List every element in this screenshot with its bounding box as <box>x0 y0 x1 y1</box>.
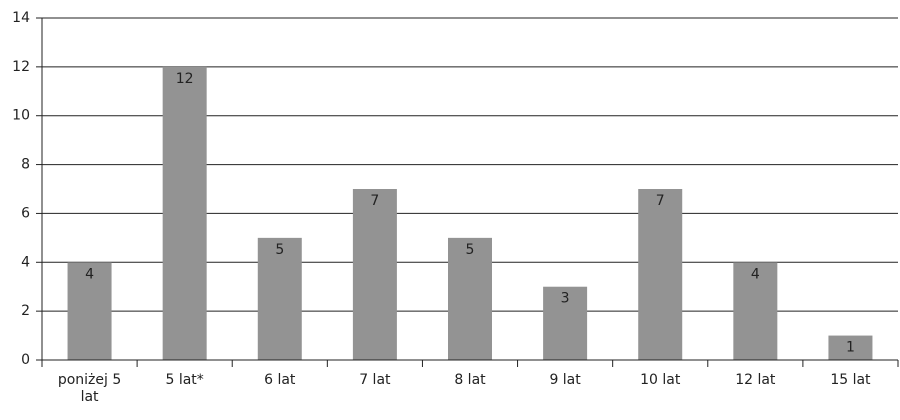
y-tick-label: 6 <box>21 205 30 221</box>
x-tick-label: poniżej 5 lat <box>57 372 122 405</box>
y-tick-label: 0 <box>21 352 30 368</box>
x-tick-label: 5 lat* <box>165 372 204 388</box>
bar <box>543 286 588 360</box>
data-label: 4 <box>751 266 760 282</box>
x-tick-label: 12 lat <box>735 372 776 388</box>
y-tick-label: 8 <box>21 157 30 173</box>
data-label: 7 <box>656 193 665 209</box>
bar <box>67 262 112 360</box>
bar <box>638 189 683 360</box>
bar <box>162 66 207 360</box>
x-tick-label: 8 lat <box>454 372 486 388</box>
y-tick-label: 10 <box>12 108 30 124</box>
y-tick-label: 4 <box>21 254 30 270</box>
data-label: 12 <box>176 71 194 87</box>
data-label: 5 <box>466 242 475 258</box>
x-tick-label: 9 lat <box>549 372 581 388</box>
data-label: 5 <box>275 242 284 258</box>
bar <box>352 189 397 360</box>
x-tick-label: 6 lat <box>264 372 296 388</box>
bar <box>448 237 492 360</box>
y-tick-label: 12 <box>12 59 30 75</box>
data-label: 3 <box>561 291 570 307</box>
x-tick-label: 15 lat <box>830 372 871 388</box>
bar <box>828 335 873 360</box>
y-tick-label: 2 <box>21 303 30 319</box>
x-tick-label: 7 lat <box>359 372 391 388</box>
y-tick-label: 14 <box>12 10 30 26</box>
bar <box>257 237 302 360</box>
data-label: 7 <box>370 193 379 209</box>
data-label: 4 <box>85 266 94 282</box>
data-label: 1 <box>846 340 855 356</box>
bar <box>733 262 778 360</box>
x-tick-label: 10 lat <box>640 372 681 388</box>
